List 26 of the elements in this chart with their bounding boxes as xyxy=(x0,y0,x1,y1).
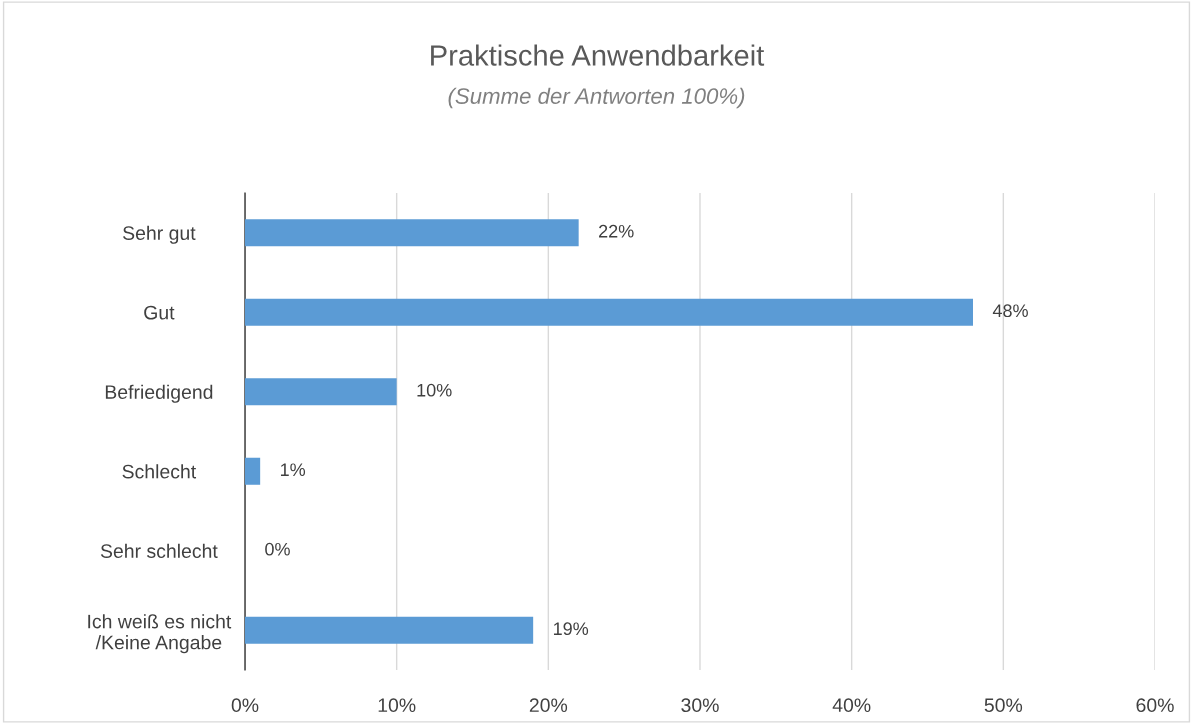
data-label: 1% xyxy=(280,463,306,477)
y-tick-label: Befriedigend xyxy=(105,384,213,403)
y-tick-label: Sehr schlecht xyxy=(100,543,218,558)
data-label: 48% xyxy=(992,304,1028,318)
bar xyxy=(245,457,261,485)
x-tick-label: 60% xyxy=(1136,698,1174,713)
data-label: 22% xyxy=(599,224,634,238)
x-tick-label: 50% xyxy=(984,698,1023,713)
x-tick-label: 30% xyxy=(681,698,719,713)
y-tick-label: Ich weiß es nicht /Keine Angabe xyxy=(88,614,232,654)
data-label: 0% xyxy=(265,542,290,556)
bar xyxy=(245,378,397,406)
data-label: 19% xyxy=(553,622,589,636)
bar xyxy=(245,298,973,326)
y-tick-label: Schlecht xyxy=(122,464,197,479)
x-tick-label: 20% xyxy=(529,698,568,713)
y-tick-label: Gut xyxy=(144,305,175,320)
bar xyxy=(245,219,579,247)
x-tick-label: 40% xyxy=(832,698,871,713)
data-label: 10% xyxy=(417,383,452,397)
x-tick-label: 10% xyxy=(378,698,416,713)
chart-title: Praktische Anwendbarkeit xyxy=(431,44,765,66)
x-tick-label: 0% xyxy=(231,698,259,713)
y-tick-label: Sehr gut xyxy=(123,225,196,244)
chart-subtitle: (Summe der Antworten 100%) xyxy=(448,87,745,109)
bar xyxy=(245,616,534,644)
